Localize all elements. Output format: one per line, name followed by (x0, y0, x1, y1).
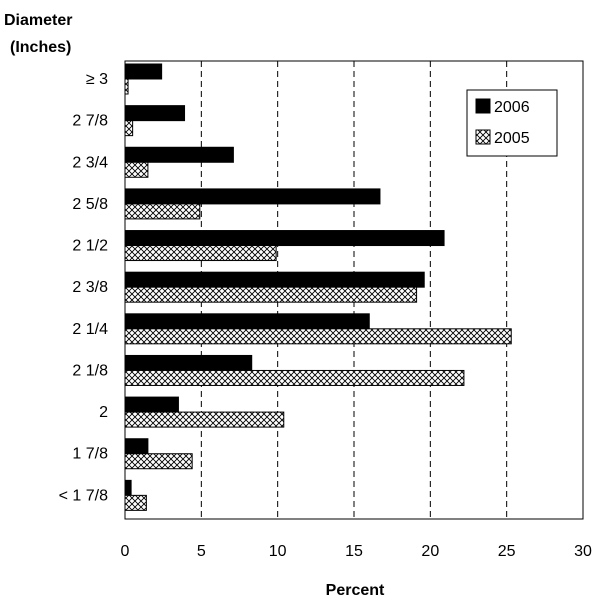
x-axis-title: Percent (326, 582, 385, 599)
category-label: 2 7/8 (72, 113, 108, 130)
bar-2006 (124, 438, 149, 455)
x-tick-label: 5 (197, 543, 206, 560)
bar-2006 (124, 146, 234, 163)
bar-2006 (124, 354, 253, 371)
legend-label-2006: 2006 (494, 99, 530, 116)
category-label: 2 1/8 (72, 362, 108, 379)
bar-2006 (124, 271, 425, 288)
bar-2006 (124, 396, 179, 413)
bar-2006 (124, 63, 163, 80)
bar-2005 (124, 161, 149, 178)
legend-swatch-2006 (475, 98, 491, 114)
category-label: 2 5/8 (72, 196, 108, 213)
x-tick-label: 25 (498, 543, 516, 560)
category-label: 2 3/8 (72, 279, 108, 296)
bar-2005 (124, 411, 285, 428)
bar-2005 (124, 453, 193, 470)
category-label: 2 (99, 404, 108, 421)
x-tick-label: 30 (574, 543, 592, 560)
x-tick-label: 20 (421, 543, 439, 560)
x-tick-labels: 0 5 10 15 20 25 30 (121, 543, 592, 560)
legend: 2006 2005 (466, 89, 558, 157)
category-label: < 1 7/8 (59, 487, 108, 504)
bar-2005 (124, 369, 465, 386)
bar-2006 (124, 479, 132, 496)
y-axis-title-line1: Diameter (4, 12, 72, 29)
x-tick-label: 15 (345, 543, 363, 560)
bars (124, 63, 512, 511)
plot-frame (124, 60, 584, 520)
bar-2005 (124, 245, 277, 262)
bar-2005 (124, 120, 134, 137)
category-label: ≥ 3 (86, 71, 108, 88)
bar-2005 (124, 203, 201, 220)
legend-label-2005: 2005 (494, 130, 530, 147)
bar-2005 (124, 328, 512, 345)
category-label: 1 7/8 (72, 446, 108, 463)
bar-2006 (124, 188, 381, 205)
grid-lines (200, 61, 508, 519)
bar-2006 (124, 105, 186, 122)
category-label: 2 1/4 (72, 321, 108, 338)
bar-2006 (124, 230, 445, 247)
bar-2005 (124, 494, 147, 511)
bar-2005 (124, 286, 418, 303)
category-labels: ≥ 3 2 7/8 2 3/4 2 5/8 2 1/2 2 3/8 2 1/4 2 1/8 2 1… (59, 71, 108, 504)
legend-swatch-2005 (475, 129, 491, 145)
category-label: 2 1/2 (72, 238, 108, 255)
x-tick-label: 10 (269, 543, 287, 560)
x-tick-label: 0 (121, 543, 130, 560)
y-axis-title-line2: (Inches) (10, 39, 71, 56)
category-label: 2 3/4 (72, 154, 108, 171)
bar-2006 (124, 313, 370, 330)
